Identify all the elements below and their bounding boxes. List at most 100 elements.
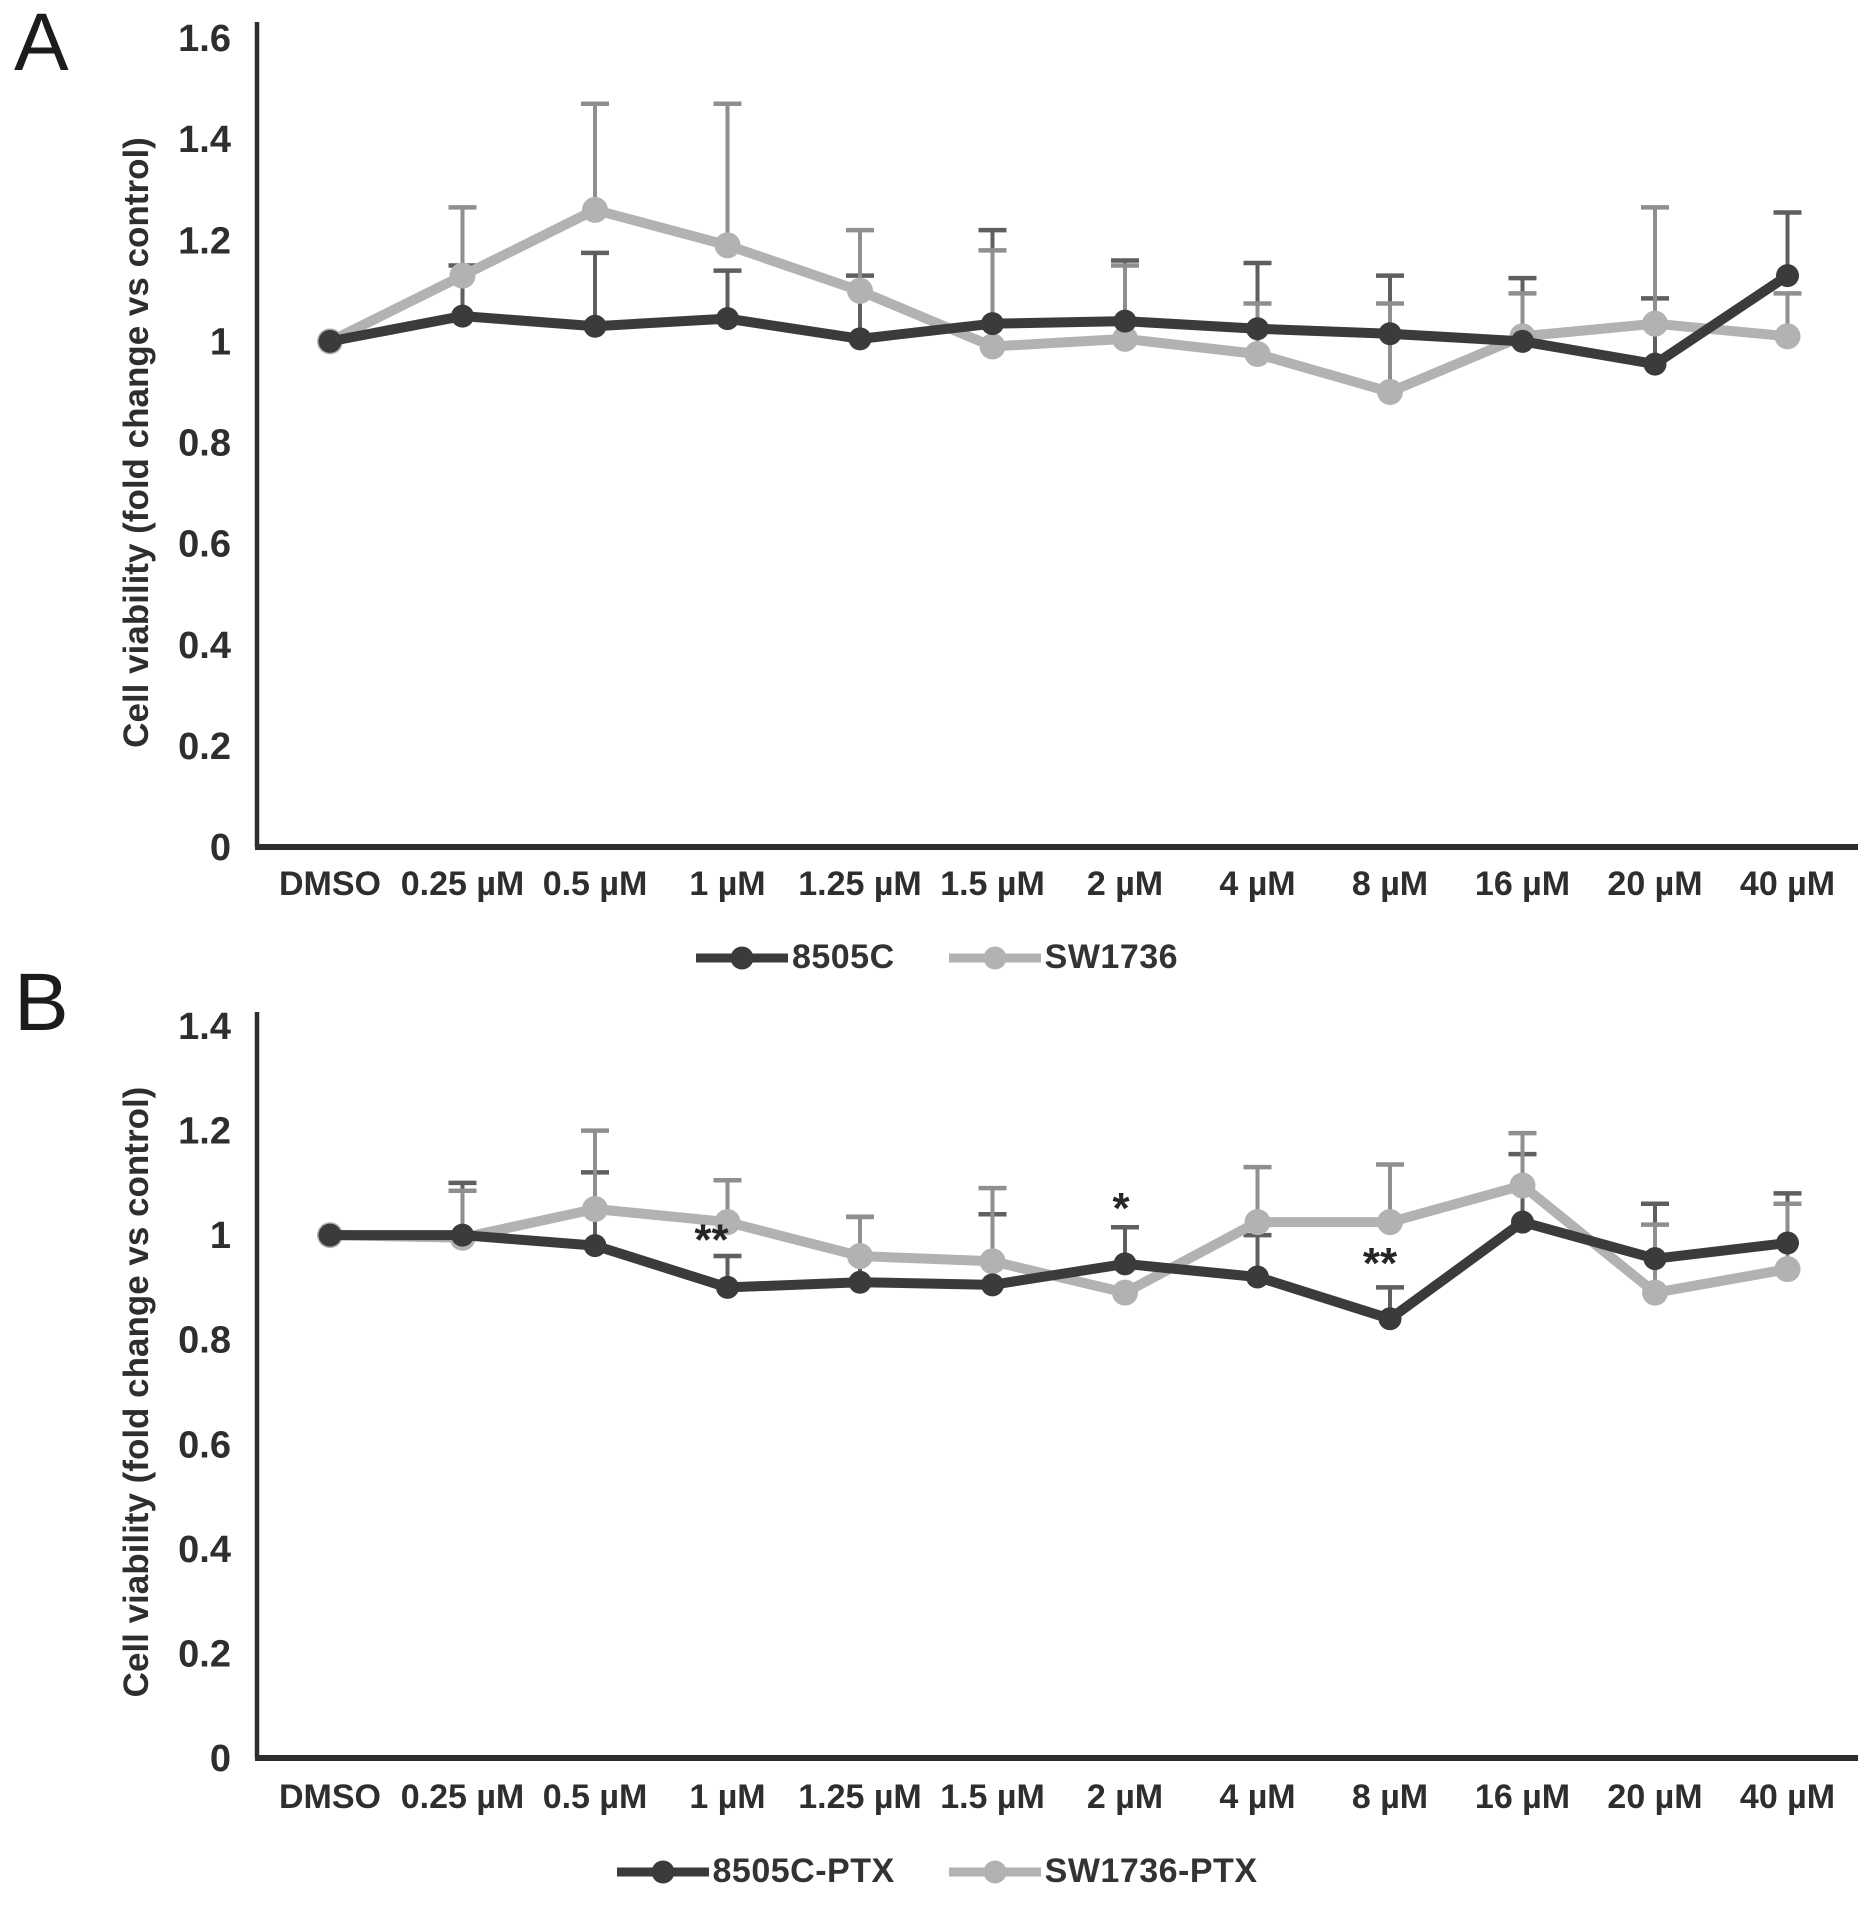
significance-asterisk: ** (694, 1215, 729, 1264)
panel-b-y-tick-label: 0.4 (178, 1529, 231, 1571)
data-point-8505c-ptx (716, 1275, 739, 1299)
panel-b-x-tick-label: 20 µM (1607, 1778, 1702, 1816)
data-point-8505c (1113, 309, 1137, 333)
series-line-8505c (325, 270, 1793, 370)
legend-label-8505c: 8505C (791, 938, 895, 976)
panel-a-letter: A (14, 0, 69, 88)
data-point-sw1736-ptx (1377, 1209, 1403, 1236)
data-point-sw1736-ptx (1642, 1279, 1668, 1306)
legend-label-8505c-ptx: 8505C-PTX (712, 1852, 895, 1890)
data-point-sw1736 (582, 196, 608, 223)
line-marker-icon (695, 946, 788, 969)
panel-b-legend: 8505C-PTX SW1736-PTX (0, 1852, 1872, 1891)
data-point-8505c-ptx (1113, 1252, 1137, 1276)
data-point-8505c (318, 329, 342, 353)
data-point-8505c (451, 304, 474, 328)
data-point-sw1736-ptx (714, 1209, 741, 1236)
panel-a-x-tick-label: 2 µM (1087, 865, 1163, 903)
line-marker-icon (948, 946, 1041, 969)
data-point-sw1736 (1774, 323, 1801, 350)
legend-label-sw1736: SW1736 (1044, 938, 1179, 976)
legend-item-sw1736: SW1736 (947, 938, 1178, 977)
panel-a-x-tick-label: 40 µM (1740, 865, 1835, 903)
data-point-8505c (1643, 352, 1667, 376)
panel-b-x-tick-label: DMSO (279, 1778, 381, 1816)
data-point-sw1736-ptx (582, 1196, 608, 1222)
panel-b-y-tick-label: 0.8 (178, 1320, 231, 1362)
legend-item-sw1736-ptx: SW1736-PTX (947, 1852, 1258, 1891)
legend-label-sw1736-ptx: SW1736-PTX (1044, 1852, 1258, 1890)
panel-a-x-tick-label: 1.25 µM (798, 865, 922, 903)
panel-a-x-tick-label: DMSO (279, 865, 381, 903)
data-point-8505c (1246, 317, 1269, 341)
data-point-8505c (1776, 264, 1799, 288)
data-point-8505c-ptx (583, 1234, 607, 1258)
significance-asterisk: * (1112, 1184, 1130, 1233)
data-point-sw1736 (1244, 341, 1271, 368)
panel-a-y-tick-label: 0 (210, 827, 231, 869)
legend-item-8505c: 8505C (694, 938, 895, 977)
panel-a-x-tick-label: 20 µM (1607, 865, 1702, 903)
panel-a-x-tick-label: 1.5 µM (940, 865, 1045, 903)
panel-a-y-tick-label: 0.8 (178, 423, 231, 465)
panel-b-y-tick-label: 1.4 (178, 1006, 231, 1048)
panel-b-y-tick-label: 0.2 (178, 1633, 231, 1675)
panel-a-y-tick-label: 1 (210, 321, 231, 363)
data-point-sw1736 (847, 277, 873, 304)
data-point-sw1736 (449, 262, 476, 289)
data-point-8505c-ptx (1776, 1231, 1799, 1255)
panel-b-y-tick-label: 0 (210, 1738, 231, 1780)
series-line-8505c-ptx (325, 1217, 1793, 1324)
panel-b-x-tick-label: 0.5 µM (543, 1778, 648, 1816)
data-point-8505c-ptx (451, 1223, 474, 1247)
data-point-8505c (981, 312, 1004, 336)
panel-a-y-tick-label: 1.2 (178, 220, 231, 262)
data-point-sw1736 (979, 333, 1006, 360)
data-point-sw1736 (714, 232, 741, 259)
panel-b-y-tick-label: 1 (210, 1215, 231, 1257)
data-point-sw1736-ptx (1774, 1256, 1801, 1283)
line-marker-icon (616, 1860, 709, 1883)
data-point-sw1736-ptx (1244, 1209, 1271, 1236)
panel-a-x-tick-label: 0.25 µM (401, 865, 525, 903)
panel-a-x-tick-label: 16 µM (1475, 865, 1570, 903)
legend-item-8505c-ptx: 8505C-PTX (615, 1852, 895, 1891)
data-point-8505c-ptx (1643, 1247, 1667, 1271)
panel-b-y-tick-label: 1.2 (178, 1111, 231, 1153)
panel-a-x-tick-label: 1 µM (689, 865, 765, 903)
data-point-8505c (848, 327, 872, 351)
panel-b-x-tick-label: 16 µM (1475, 1778, 1570, 1816)
data-point-sw1736 (1642, 310, 1668, 337)
panel-b-x-tick-label: 1.5 µM (940, 1778, 1045, 1816)
significance-asterisk: ** (1363, 1239, 1398, 1288)
panel-a-y-tick-label: 1.6 (178, 18, 231, 60)
data-point-sw1736-ptx (1509, 1172, 1536, 1199)
panel-a-y-tick-label: 0.2 (178, 726, 231, 768)
panel-b-y-tick-label: 0.6 (178, 1424, 231, 1466)
series-line-sw1736 (325, 204, 1793, 397)
panel-a-x-tick-label: 4 µM (1219, 865, 1295, 903)
data-point-8505c-ptx (1246, 1265, 1269, 1289)
data-point-8505c (1378, 322, 1402, 346)
panel-b-x-tick-label: 4 µM (1219, 1778, 1295, 1816)
panel-b-x-tick-label: 1.25 µM (798, 1778, 922, 1816)
panel-b-x-tick-label: 1 µM (689, 1778, 765, 1816)
data-point-sw1736-ptx (847, 1243, 873, 1270)
panel-b-y-axis-title: Cell viability (fold change vs control) (117, 1087, 156, 1698)
data-point-8505c (583, 314, 607, 338)
panel-a-y-tick-label: 0.6 (178, 524, 231, 566)
panel-a-y-tick-label: 0.4 (178, 625, 231, 667)
data-point-8505c (1511, 329, 1534, 353)
data-point-sw1736-ptx (979, 1248, 1006, 1275)
data-point-8505c-ptx (318, 1223, 342, 1247)
data-point-8505c-ptx (1511, 1210, 1534, 1234)
data-point-sw1736 (1377, 378, 1403, 405)
panel-b-x-tick-label: 8 µM (1352, 1778, 1428, 1816)
panel-a-y-tick-label: 1.4 (178, 119, 231, 161)
panel-a-x-tick-label: 8 µM (1352, 865, 1428, 903)
data-point-8505c-ptx (981, 1273, 1004, 1297)
panel-a-y-axis-title: Cell viability (fold change vs control) (117, 137, 156, 748)
panel-a-legend: 8505C SW1736 (0, 938, 1872, 977)
